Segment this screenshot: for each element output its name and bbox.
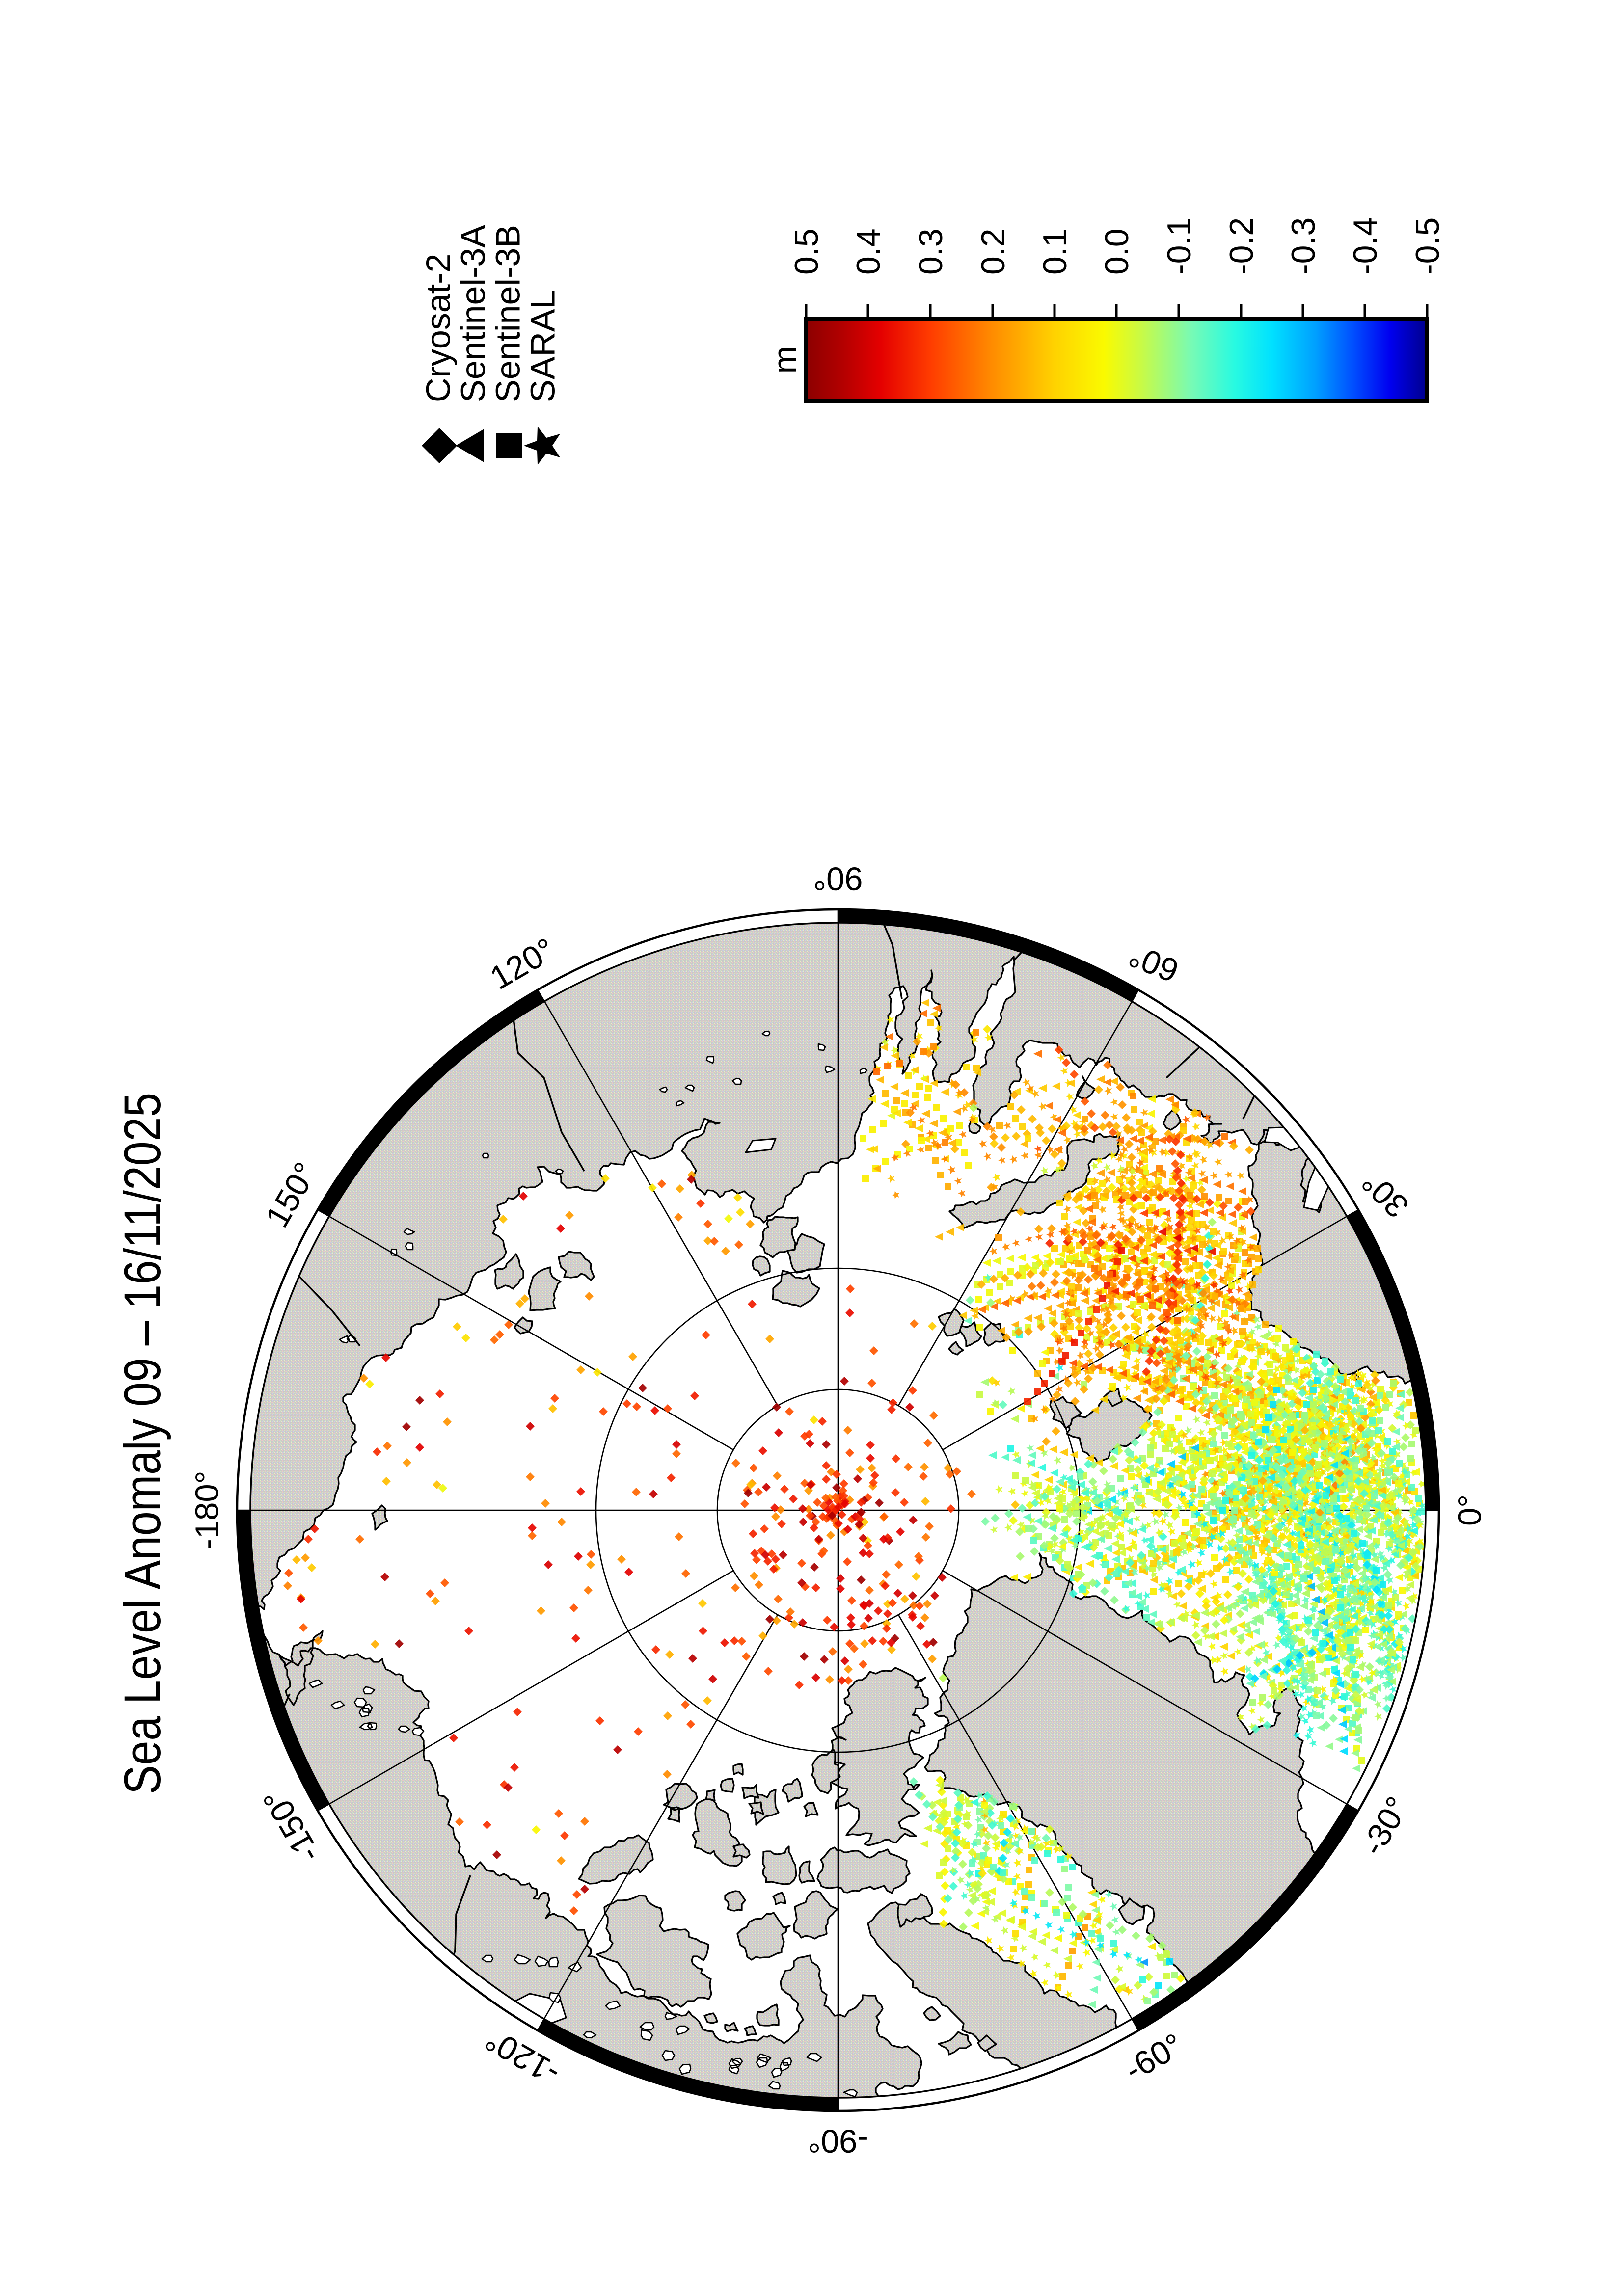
svg-text:-0.2: -0.2 <box>1223 217 1260 275</box>
svg-text:90°: 90° <box>813 860 863 897</box>
svg-text:Sentinel-3A: Sentinel-3A <box>454 225 492 402</box>
svg-text:Sentinel-3B: Sentinel-3B <box>489 225 527 402</box>
svg-text:0.1: 0.1 <box>1036 228 1074 275</box>
svg-text:0°: 0° <box>1451 1495 1488 1526</box>
svg-text:Sea Level Anomaly 09 – 16/11/2: Sea Level Anomaly 09 – 16/11/2025 <box>114 1093 171 1794</box>
svg-text:0.5: 0.5 <box>788 228 825 275</box>
svg-text:m: m <box>766 346 804 374</box>
svg-text:-0.5: -0.5 <box>1409 217 1446 275</box>
svg-text:-180°: -180° <box>189 1471 225 1550</box>
svg-text:0.2: 0.2 <box>974 228 1012 275</box>
svg-text:0.3: 0.3 <box>912 228 949 275</box>
svg-text:-0.1: -0.1 <box>1161 217 1198 275</box>
svg-text:Cryosat-2: Cryosat-2 <box>419 254 458 402</box>
svg-text:-0.3: -0.3 <box>1285 217 1322 275</box>
svg-text:0.0: 0.0 <box>1098 228 1136 275</box>
svg-text:-90°: -90° <box>808 2123 868 2160</box>
svg-text:-0.4: -0.4 <box>1347 217 1384 275</box>
svg-text:SARAL: SARAL <box>524 290 562 402</box>
svg-text:0.4: 0.4 <box>850 228 887 275</box>
